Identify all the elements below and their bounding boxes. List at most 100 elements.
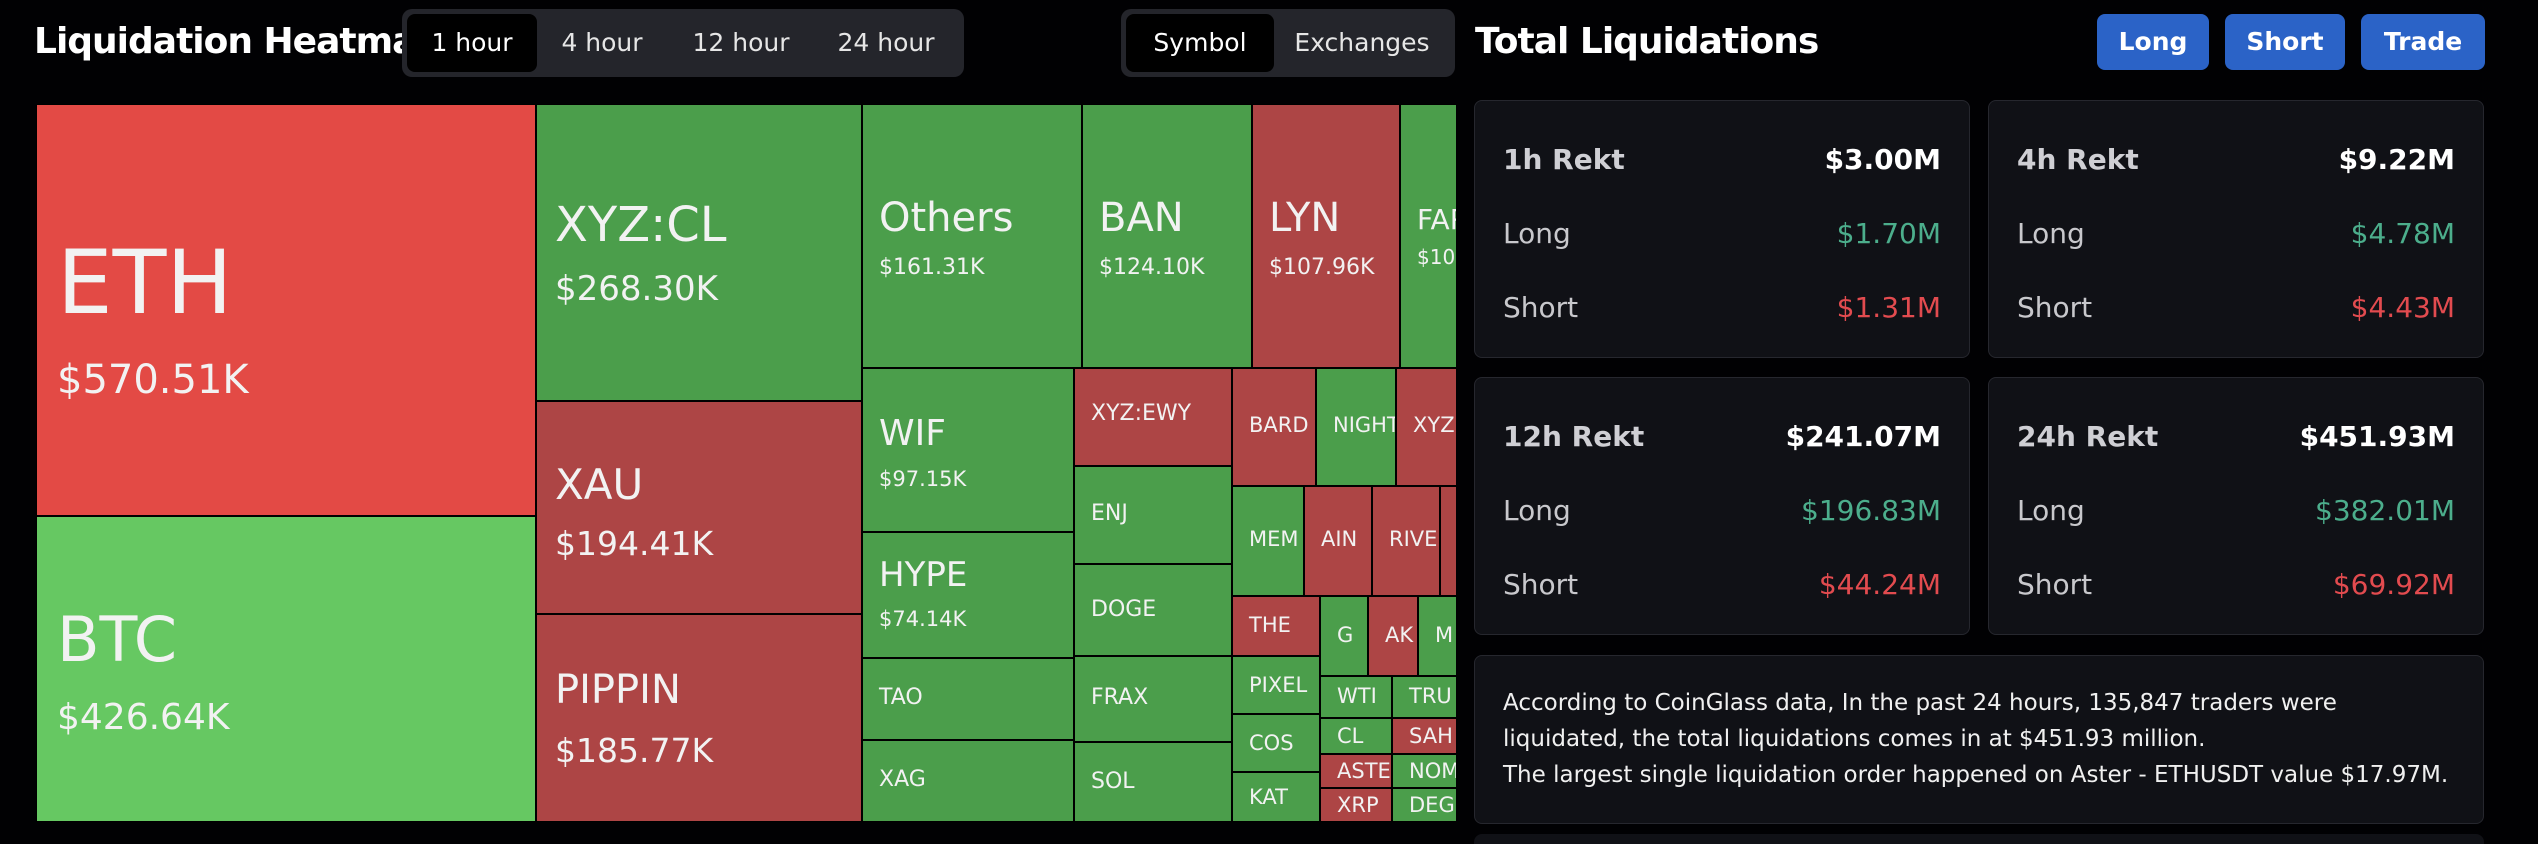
treemap-cell-g[interactable]: G <box>1320 596 1368 676</box>
long-label: Long <box>2017 493 2085 527</box>
treemap-cell-mem[interactable]: MEM <box>1232 486 1304 596</box>
cell-symbol: THE <box>1249 613 1291 637</box>
cell-symbol: XAG <box>879 767 926 792</box>
liquidation-treemap: ETH $570.51K BTC $426.64K XYZ:CL $268.30… <box>36 104 1456 822</box>
cell-symbol: COS <box>1249 731 1294 755</box>
treemap-cell-tao[interactable]: TAO <box>862 658 1074 740</box>
card-label: 1h Rekt <box>1503 142 1625 176</box>
treemap-cell-others[interactable]: Others $161.31K <box>862 104 1082 368</box>
treemap-cell-unlabeled[interactable] <box>1440 486 1456 596</box>
long-button[interactable]: Long <box>2097 14 2209 70</box>
treemap-cell-enj[interactable]: ENJ <box>1074 466 1232 564</box>
tab-exchanges[interactable]: Exchanges <box>1294 28 1430 57</box>
treemap-cell-nom[interactable]: NOM <box>1392 754 1456 788</box>
treemap-cell-kat[interactable]: KAT <box>1232 772 1320 822</box>
cell-symbol: DEG <box>1409 793 1455 817</box>
card-long-row: Long $4.78M <box>2017 213 2455 253</box>
cell-symbol: SAH <box>1409 724 1453 748</box>
cell-symbol: PIPPIN <box>555 667 681 713</box>
short-button[interactable]: Short <box>2225 14 2345 70</box>
treemap-cell-ain[interactable]: AIN <box>1304 486 1372 596</box>
cell-symbol: WIF <box>879 413 946 454</box>
card-total-value: $451.93M <box>2299 419 2455 453</box>
treemap-cell-frax[interactable]: FRAX <box>1074 656 1232 742</box>
card-total-row: 4h Rekt $9.22M <box>2017 139 2455 179</box>
treemap-cell-night[interactable]: NIGHT <box>1316 368 1396 486</box>
rekt-card-4h: 4h Rekt $9.22M Long $4.78M Short $4.43M <box>1988 100 2484 358</box>
treemap-cell-xrp[interactable]: XRP <box>1320 788 1392 822</box>
card-short-row: Short $1.31M <box>1503 287 1941 327</box>
treemap-cell-eth[interactable]: ETH $570.51K <box>36 104 536 516</box>
tab-1-hour[interactable]: 1 hour <box>407 14 537 72</box>
card-short-row: Short $44.24M <box>1503 564 1941 604</box>
treemap-cell-xyz-ewy[interactable]: XYZ:EWY <box>1074 368 1232 466</box>
summary-line-1: According to CoinGlass data, In the past… <box>1503 690 2337 752</box>
short-value: $4.43M <box>2350 290 2455 324</box>
cell-value: $570.51K <box>57 357 249 403</box>
cell-symbol: FRAX <box>1091 685 1149 710</box>
treemap-cell-ban[interactable]: BAN $124.10K <box>1082 104 1252 368</box>
treemap-cell-bard[interactable]: BARD <box>1232 368 1316 486</box>
short-label: Short <box>1503 567 1579 601</box>
card-short-row: Short $4.43M <box>2017 287 2455 327</box>
tab-symbol[interactable]: Symbol <box>1126 14 1274 72</box>
treemap-cell-xau[interactable]: XAU $194.41K <box>536 401 862 614</box>
treemap-cell-xyz-cl[interactable]: XYZ:CL $268.30K <box>536 104 862 401</box>
rekt-card-12h: 12h Rekt $241.07M Long $196.83M Short $4… <box>1474 377 1970 635</box>
cell-value: $161.31K <box>879 255 985 280</box>
long-label: Long <box>1503 216 1571 250</box>
tab-12-hour[interactable]: 12 hour <box>692 28 790 57</box>
cell-value: $74.14K <box>879 607 967 631</box>
treemap-cell-aster[interactable]: ASTER <box>1320 754 1392 788</box>
rekt-card-1h: 1h Rekt $3.00M Long $1.70M Short $1.31M <box>1474 100 1970 358</box>
cell-value: $124.10K <box>1099 255 1205 280</box>
treemap-cell-deg[interactable]: DEG <box>1392 788 1456 822</box>
tab-24-hour[interactable]: 24 hour <box>837 28 935 57</box>
treemap-cell-btc[interactable]: BTC $426.64K <box>36 516 536 822</box>
treemap-cell-pippin[interactable]: PIPPIN $185.77K <box>536 614 862 822</box>
tab-4-hour[interactable]: 4 hour <box>561 28 643 57</box>
trade-button[interactable]: Trade <box>2361 14 2485 70</box>
heatmap-title: Liquidation Heatmap <box>34 21 441 62</box>
treemap-cell-sol[interactable]: SOL <box>1074 742 1232 822</box>
treemap-cell-pixel[interactable]: PIXEL <box>1232 656 1320 714</box>
treemap-cell-cl[interactable]: CL <box>1320 718 1392 754</box>
short-value: $1.31M <box>1836 290 1941 324</box>
treemap-cell-doge[interactable]: DOGE <box>1074 564 1232 656</box>
liquidation-summary: According to CoinGlass data, In the past… <box>1474 655 2484 824</box>
short-value: $44.24M <box>1818 567 1941 601</box>
cell-symbol: XYZ <box>1413 413 1455 437</box>
cell-symbol: XRP <box>1337 793 1379 817</box>
treemap-cell-xyz[interactable]: XYZ <box>1396 368 1456 486</box>
long-value: $382.01M <box>2315 493 2455 527</box>
cell-symbol: PIXEL <box>1249 673 1308 697</box>
cell-symbol: M <box>1435 623 1454 647</box>
cell-symbol: AK <box>1385 623 1414 647</box>
treemap-cell-m[interactable]: M <box>1418 596 1456 676</box>
card-label: 24h Rekt <box>2017 419 2159 453</box>
treemap-cell-sah[interactable]: SAH <box>1392 718 1456 754</box>
card-label: 4h Rekt <box>2017 142 2139 176</box>
cell-symbol: Others <box>879 195 1014 241</box>
long-label: Long <box>1503 493 1571 527</box>
treemap-cell-xag[interactable]: XAG <box>862 740 1074 822</box>
treemap-cell-hype[interactable]: HYPE $74.14K <box>862 532 1074 658</box>
treemap-cell-cos[interactable]: COS <box>1232 714 1320 772</box>
cell-symbol: NOM <box>1409 759 1456 783</box>
treemap-cell-wif[interactable]: WIF $97.15K <box>862 368 1074 532</box>
next-panel-edge <box>1474 834 2484 844</box>
treemap-cell-wti[interactable]: WTI <box>1320 676 1392 718</box>
cell-symbol: TAO <box>879 685 923 710</box>
cell-symbol: RIVE <box>1389 527 1438 551</box>
treemap-cell-lyn[interactable]: LYN $107.96K <box>1252 104 1400 368</box>
treemap-cell-tru[interactable]: TRU <box>1392 676 1456 718</box>
card-total-row: 12h Rekt $241.07M <box>1503 416 1941 456</box>
cell-value: $10 <box>1417 245 1456 269</box>
time-range-selector: 1 hour 4 hour 12 hour 24 hour <box>402 9 964 77</box>
treemap-cell-ak[interactable]: AK <box>1368 596 1418 676</box>
treemap-cell-the[interactable]: THE <box>1232 596 1320 656</box>
treemap-cell-far[interactable]: FAR $10 <box>1400 104 1456 368</box>
cell-symbol: BTC <box>57 603 178 676</box>
treemap-cell-rive[interactable]: RIVE <box>1372 486 1440 596</box>
card-total-row: 1h Rekt $3.00M <box>1503 139 1941 179</box>
